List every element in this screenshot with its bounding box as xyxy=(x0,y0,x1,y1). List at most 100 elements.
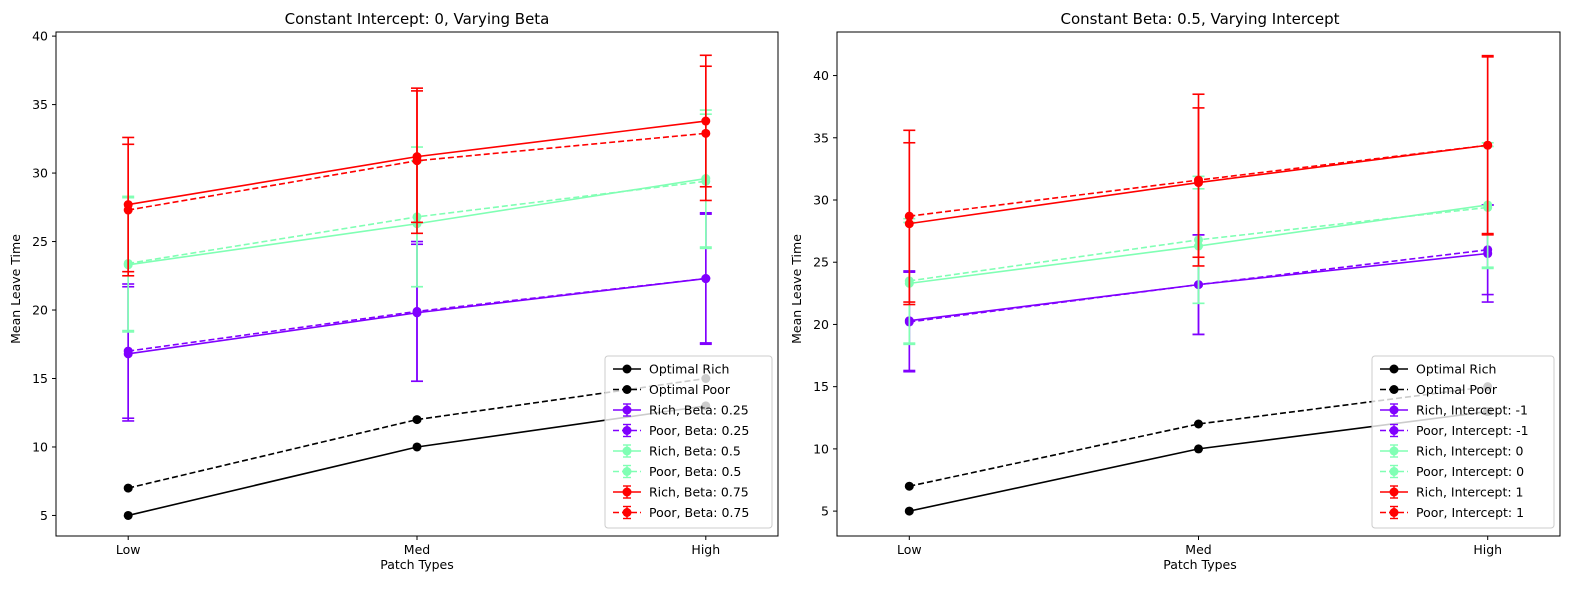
legend-label: Poor, Intercept: 0 xyxy=(1416,464,1524,479)
legend-item: Poor, Beta: 0.5 xyxy=(613,464,741,479)
y-tick-label: 15 xyxy=(813,379,829,394)
legend-marker xyxy=(622,487,632,497)
legend-box xyxy=(1371,355,1555,529)
y-tick-label: 20 xyxy=(32,303,48,318)
data-point xyxy=(412,156,422,166)
y-tick-label: 35 xyxy=(32,97,48,112)
y-tick-label: 40 xyxy=(32,29,48,44)
y-tick-label: 15 xyxy=(32,371,48,386)
legend-label: Poor, Beta: 0.5 xyxy=(649,464,741,479)
legend: Optimal Rich Optimal Poor Rich, Intercept:… xyxy=(1371,355,1555,529)
legend-marker xyxy=(1389,487,1399,497)
legend-marker xyxy=(1389,364,1399,374)
data-point xyxy=(123,205,133,215)
legend: Optimal Rich Optimal Poor Rich, Beta: 0.25… xyxy=(604,355,773,529)
legend-item: Rich, Beta: 0.25 xyxy=(613,403,749,418)
legend-label: Rich, Intercept: 0 xyxy=(1416,444,1524,459)
x-tick-label: Low xyxy=(897,542,922,557)
y-tick-label: 10 xyxy=(32,439,48,454)
legend-item: Poor, Intercept: -1 xyxy=(1380,423,1529,438)
y-tick-label: 5 xyxy=(821,504,829,519)
legend-label: Poor, Intercept: 1 xyxy=(1416,505,1524,520)
chart-title-right: Constant Beta: 0.5, Varying Intercept xyxy=(1060,10,1339,28)
legend-marker xyxy=(1389,385,1399,394)
legend-label: Optimal Poor xyxy=(1416,382,1498,397)
legend-box xyxy=(604,355,773,529)
data-point xyxy=(1194,175,1203,185)
legend-marker xyxy=(622,405,632,415)
series-poor-intercept-1 xyxy=(903,56,1494,303)
data-point xyxy=(412,306,422,316)
legend-item: Poor, Beta: 0.25 xyxy=(613,423,749,438)
y-tick-label: 20 xyxy=(813,317,829,332)
y-tick-label: 5 xyxy=(40,508,48,523)
legend-item: Rich, Intercept: 0 xyxy=(1380,444,1524,459)
y-tick-label: 30 xyxy=(32,166,48,181)
legend-marker xyxy=(622,508,632,517)
chart-panel-right: Constant Beta: 0.5, Varying Intercept Pa… xyxy=(789,10,1561,572)
x-tick-label: High xyxy=(1473,542,1502,557)
data-point xyxy=(412,442,422,452)
data-point xyxy=(904,481,914,491)
legend-label: Rich, Beta: 0.25 xyxy=(649,403,749,418)
legend-label: Optimal Poor xyxy=(649,382,731,397)
legend-item: Rich, Beta: 0.75 xyxy=(613,485,749,500)
legend-label: Poor, Intercept: -1 xyxy=(1416,423,1529,438)
legend-label: Optimal Rich xyxy=(649,362,729,377)
y-tick-label: 30 xyxy=(813,193,829,208)
x-axis-label-left: Patch Types xyxy=(380,557,454,572)
data-point xyxy=(123,510,133,520)
data-point xyxy=(123,483,133,493)
legend-item: Poor, Intercept: 1 xyxy=(1380,505,1524,520)
x-tick-label: High xyxy=(691,542,720,557)
chart-panel-left: Constant Intercept: 0, Varying Beta Patc… xyxy=(8,10,779,572)
legend-label: Rich, Intercept: -1 xyxy=(1416,403,1528,418)
legend-item: Poor, Intercept: 0 xyxy=(1380,464,1524,479)
legend-marker xyxy=(622,467,632,476)
legend-label: Poor, Beta: 0.25 xyxy=(649,423,749,438)
legend-label: Rich, Beta: 0.5 xyxy=(649,444,741,459)
y-axis-label-left: Mean Leave Time xyxy=(8,234,23,344)
y-tick-label: 25 xyxy=(32,234,48,249)
legend-item: Rich, Beta: 0.5 xyxy=(613,444,741,459)
legend-label: Poor, Beta: 0.75 xyxy=(649,505,749,520)
legend-marker xyxy=(1389,446,1399,456)
legend-label: Rich, Intercept: 1 xyxy=(1416,485,1524,500)
legend-item: Optimal Poor xyxy=(1380,382,1498,397)
y-axis-label-right: Mean Leave Time xyxy=(789,234,804,344)
data-point xyxy=(412,415,422,425)
data-point xyxy=(904,506,914,516)
legend-item: Poor, Beta: 0.75 xyxy=(613,505,749,520)
y-tick-label: 25 xyxy=(813,255,829,270)
chart-title-left: Constant Intercept: 0, Varying Beta xyxy=(285,10,550,28)
legend-item: Rich, Intercept: 1 xyxy=(1380,485,1524,500)
legend-marker xyxy=(1389,467,1399,476)
data-point xyxy=(701,274,711,284)
data-point xyxy=(1194,419,1203,429)
x-tick-label: Med xyxy=(404,542,430,557)
y-tick-label: 10 xyxy=(813,441,829,456)
x-tick-label: Low xyxy=(116,542,141,557)
y-tick-label: 35 xyxy=(813,130,829,145)
legend-label: Optimal Rich xyxy=(1416,362,1496,377)
data-point xyxy=(1483,140,1493,150)
legend-marker xyxy=(1389,508,1399,517)
data-point xyxy=(701,128,711,138)
legend-marker xyxy=(622,446,632,456)
series-poor-beta-0-75 xyxy=(122,65,712,277)
legend-marker xyxy=(622,426,632,435)
y-tick-label: 40 xyxy=(813,68,829,83)
legend-item: Optimal Poor xyxy=(613,382,731,397)
legend-item: Optimal Rich xyxy=(1380,362,1496,377)
data-point xyxy=(1194,444,1203,454)
legend-marker xyxy=(1389,405,1399,415)
legend-marker xyxy=(622,364,632,374)
legend-marker xyxy=(1389,426,1399,435)
x-tick-label: Med xyxy=(1185,542,1211,557)
legend-item: Rich, Intercept: -1 xyxy=(1380,403,1528,418)
legend-marker xyxy=(622,385,632,394)
legend-label: Rich, Beta: 0.75 xyxy=(649,485,749,500)
